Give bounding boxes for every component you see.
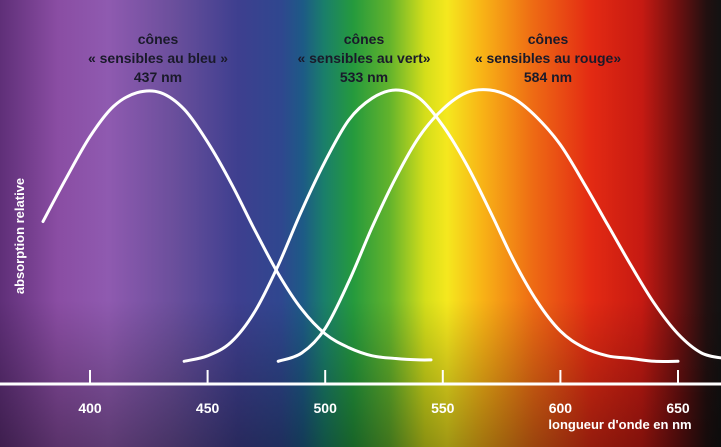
x-tick-label: 650 <box>666 400 690 416</box>
annotation-line: 584 nm <box>524 69 572 85</box>
curves-group <box>41 88 721 363</box>
x-tick-label: 450 <box>196 400 220 416</box>
x-tick-label: 600 <box>549 400 573 416</box>
y-axis-label: absorption relative <box>12 178 27 294</box>
annotation-label-1: cônes « sensibles au vert» 533 nm <box>297 31 430 85</box>
annotation-line: cônes <box>344 31 385 47</box>
x-axis-label: longueur d'onde en nm <box>548 417 691 432</box>
annotation-line: « sensibles au vert» <box>297 50 430 66</box>
x-tick-label: 550 <box>431 400 455 416</box>
annotations-group: cônes « sensibles au bleu » 437 nm cônes « s… <box>88 31 621 85</box>
annotation-line: « sensibles au rouge» <box>475 50 621 66</box>
x-ticks-group: 400 450 500 550 600 650 <box>78 370 690 416</box>
annotation-line: « sensibles au bleu » <box>88 50 228 66</box>
annotation-line: cônes <box>138 31 179 47</box>
x-tick-label: 500 <box>314 400 338 416</box>
annotation-line: 437 nm <box>134 69 182 85</box>
series-curve-1 <box>182 88 680 363</box>
series-curve-2 <box>276 88 721 363</box>
x-tick-label: 400 <box>78 400 102 416</box>
annotation-line: cônes <box>528 31 569 47</box>
series-curve-0 <box>41 89 433 362</box>
spectrum-shade <box>0 300 721 447</box>
annotation-label-0: cônes « sensibles au bleu » 437 nm <box>88 31 228 85</box>
annotation-line: 533 nm <box>340 69 388 85</box>
annotation-label-2: cônes « sensibles au rouge» 584 nm <box>475 31 621 85</box>
